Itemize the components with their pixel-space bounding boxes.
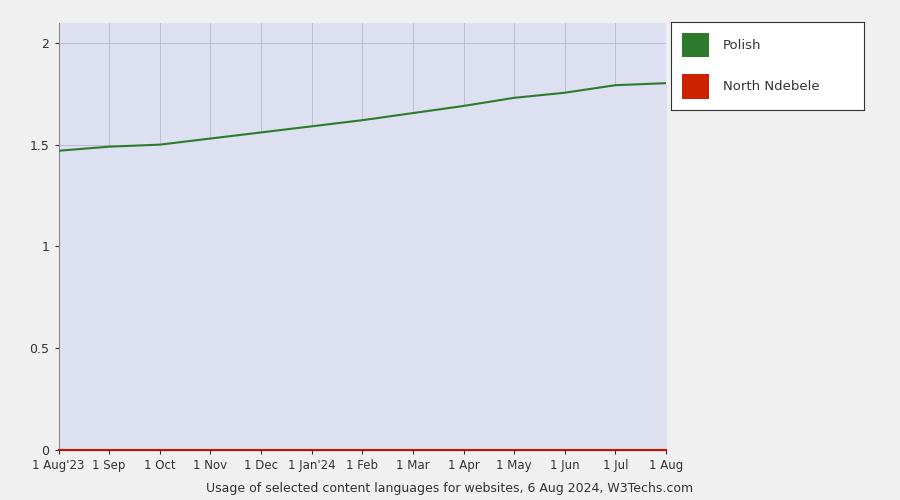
Text: North Ndebele: North Ndebele	[723, 80, 819, 93]
Text: Usage of selected content languages for websites, 6 Aug 2024, W3Techs.com: Usage of selected content languages for …	[206, 482, 694, 495]
Bar	[682, 74, 709, 98]
Text: Polish: Polish	[723, 38, 761, 52]
Bar	[682, 33, 709, 58]
